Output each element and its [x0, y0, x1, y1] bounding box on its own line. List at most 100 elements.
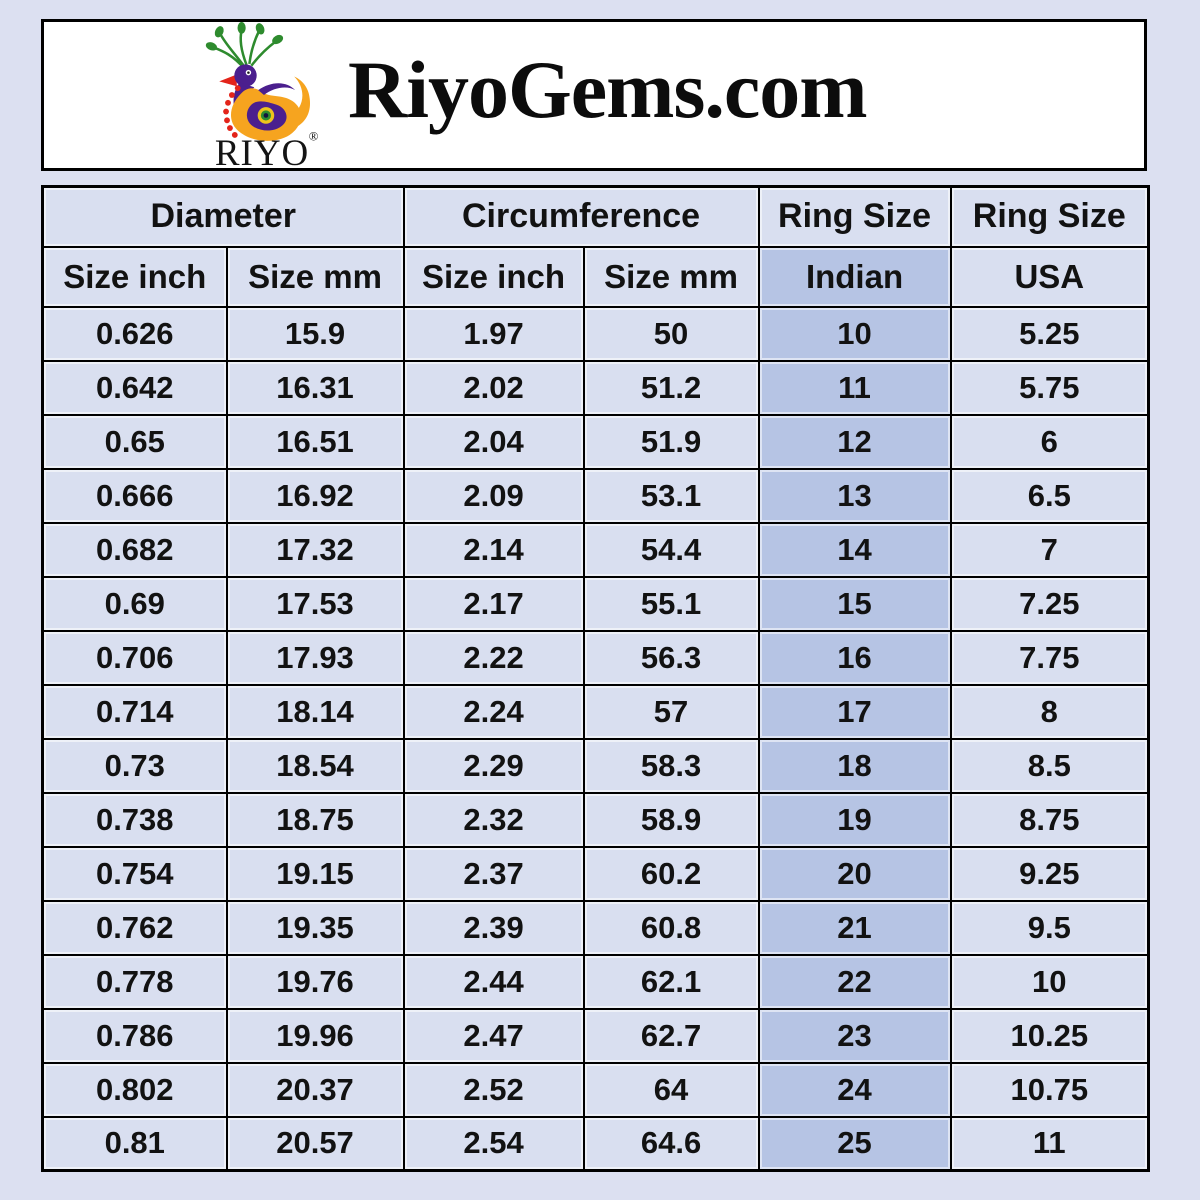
table-cell: 7.75 [949, 629, 1150, 686]
group-header-ring-size-indian: Ring Size [757, 185, 952, 248]
table-cell: 19 [757, 791, 952, 848]
crest-stalks [212, 29, 277, 70]
table-row: 0.738 18.75 2.32 58.9 19 8.75 [41, 791, 1150, 848]
peacock-icon: RIYO ® [205, 22, 319, 173]
table-cell: 54.4 [582, 521, 760, 578]
table-cell: 0.682 [41, 521, 228, 578]
table-cell: 51.2 [582, 359, 760, 416]
wing-swoosh [258, 83, 296, 95]
table-cell: 51.9 [582, 413, 760, 470]
table-cell: 22 [757, 953, 952, 1010]
table-cell: 21 [757, 899, 952, 956]
table-cell: 0.65 [41, 413, 228, 470]
table-cell: 9.25 [949, 845, 1150, 902]
table-cell: 2.02 [402, 359, 585, 416]
riyo-logo: RIYO ® [194, 22, 334, 173]
table-row: 0.706 17.93 2.22 56.3 16 7.75 [41, 629, 1150, 686]
table-row: 0.69 17.53 2.17 55.1 15 7.25 [41, 575, 1150, 632]
table-row: 0.81 20.57 2.54 64.6 25 11 [41, 1115, 1150, 1172]
table-cell: 0.738 [41, 791, 228, 848]
table-cell: 53.1 [582, 467, 760, 524]
table-cell: 11 [949, 1115, 1150, 1172]
table-cell: 13 [757, 467, 952, 524]
table-row: 0.802 20.37 2.52 64 24 10.75 [41, 1061, 1150, 1118]
group-header-ring-size-usa: Ring Size [949, 185, 1150, 248]
column-header-usa: USA [949, 245, 1150, 308]
table-cell: 2.22 [402, 629, 585, 686]
table-cell: 19.96 [225, 1007, 405, 1064]
table-row: 0.754 19.15 2.37 60.2 20 9.25 [41, 845, 1150, 902]
table-cell: 2.39 [402, 899, 585, 956]
table-cell: 0.81 [41, 1115, 228, 1172]
registered-mark: ® [309, 130, 319, 144]
table-body: 0.626 15.9 1.97 50 10 5.25 0.642 16.31 2.02 51.2 1… [41, 305, 1150, 1172]
table-cell: 15 [757, 575, 952, 632]
table-cell: 64.6 [582, 1115, 760, 1172]
table-cell: 0.666 [41, 467, 228, 524]
table-cell: 60.8 [582, 899, 760, 956]
beak [219, 74, 237, 87]
table-cell: 9.5 [949, 899, 1150, 956]
group-header-circumference: Circumference [402, 185, 760, 248]
column-header-indian: Indian [757, 245, 952, 308]
table-cell: 64 [582, 1061, 760, 1118]
table-cell: 8.5 [949, 737, 1150, 794]
table-cell: 19.15 [225, 845, 405, 902]
table-row: 0.642 16.31 2.02 51.2 11 5.75 [41, 359, 1150, 416]
table-cell: 5.25 [949, 305, 1150, 362]
tail-swoosh [277, 76, 311, 132]
table-row: 0.778 19.76 2.44 62.1 22 10 [41, 953, 1150, 1010]
table-cell: 18.14 [225, 683, 405, 740]
table-cell: 58.9 [582, 791, 760, 848]
header-banner: RIYO ® RiyoGems.com [41, 19, 1147, 173]
table-cell: 16.31 [225, 359, 405, 416]
table-cell: 18.75 [225, 791, 405, 848]
table-cell: 0.778 [41, 953, 228, 1010]
logo-brand-text: RIYO [215, 132, 309, 168]
table-cell: 0.754 [41, 845, 228, 902]
red-dots [223, 85, 241, 138]
table-cell: 0.73 [41, 737, 228, 794]
table-row: 0.65 16.51 2.04 51.9 12 6 [41, 413, 1150, 470]
table-row: 0.626 15.9 1.97 50 10 5.25 [41, 305, 1150, 362]
table-cell: 18.54 [225, 737, 405, 794]
table-cell: 6 [949, 413, 1150, 470]
table-cell: 0.714 [41, 683, 228, 740]
table-row: 0.714 18.14 2.24 57 17 8 [41, 683, 1150, 740]
table-cell: 2.14 [402, 521, 585, 578]
table-cell: 6.5 [949, 467, 1150, 524]
table-cell: 20 [757, 845, 952, 902]
group-header-diameter: Diameter [41, 185, 405, 248]
table-cell: 7 [949, 521, 1150, 578]
table-row: 0.73 18.54 2.29 58.3 18 8.5 [41, 737, 1150, 794]
column-header-circumference-mm: Size mm [582, 245, 760, 308]
table-cell: 0.642 [41, 359, 228, 416]
table-cell: 0.626 [41, 305, 228, 362]
column-header-diameter-mm: Size mm [225, 245, 405, 308]
table-cell: 2.32 [402, 791, 585, 848]
ring-size-table: Diameter Circumference Ring Size Ring Si… [41, 185, 1151, 1172]
table-cell: 57 [582, 683, 760, 740]
table-cell: 1.97 [402, 305, 585, 362]
table-cell: 17.32 [225, 521, 405, 578]
table-cell: 2.04 [402, 413, 585, 470]
table-cell: 2.52 [402, 1061, 585, 1118]
table-cell: 19.35 [225, 899, 405, 956]
table-row: 0.682 17.32 2.14 54.4 14 7 [41, 521, 1150, 578]
table-cell: 50 [582, 305, 760, 362]
table-cell: 0.802 [41, 1061, 228, 1118]
column-header-circumference-inch: Size inch [402, 245, 585, 308]
table-cell: 7.25 [949, 575, 1150, 632]
table-cell: 0.69 [41, 575, 228, 632]
table-row: 0.762 19.35 2.39 60.8 21 9.5 [41, 899, 1150, 956]
table-cell: 2.54 [402, 1115, 585, 1172]
table-cell: 16 [757, 629, 952, 686]
table-cell: 62.7 [582, 1007, 760, 1064]
table-row: 0.666 16.92 2.09 53.1 13 6.5 [41, 467, 1150, 524]
table-cell: 10 [949, 953, 1150, 1010]
table-cell: 23 [757, 1007, 952, 1064]
table-cell: 2.47 [402, 1007, 585, 1064]
table-cell: 60.2 [582, 845, 760, 902]
table-cell: 62.1 [582, 953, 760, 1010]
table-cell: 2.24 [402, 683, 585, 740]
